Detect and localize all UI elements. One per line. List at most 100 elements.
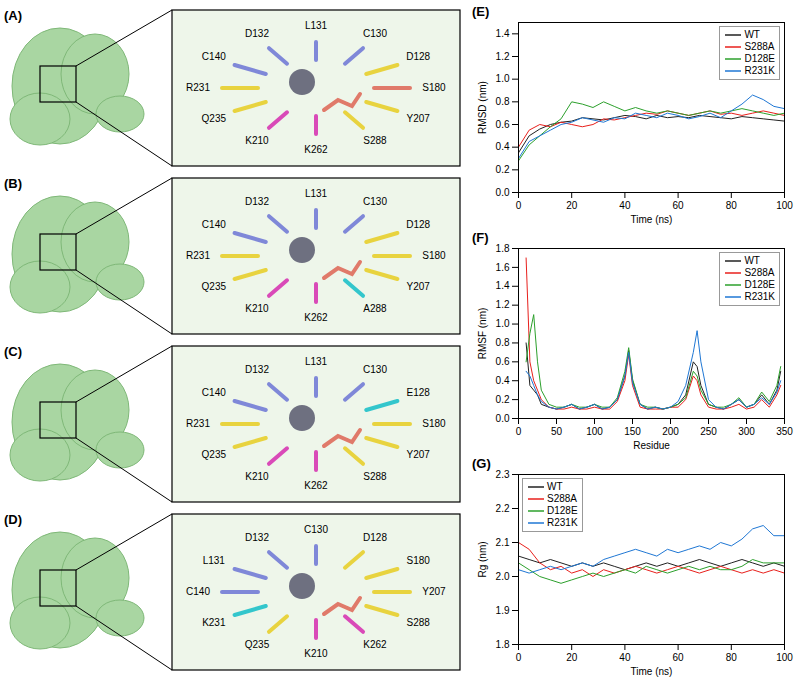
svg-text:20: 20 [566,200,578,211]
svg-text:80: 80 [726,200,738,211]
svg-text:K262: K262 [304,312,328,323]
svg-text:C130: C130 [304,524,328,535]
svg-text:0.2: 0.2 [496,394,510,405]
svg-text:K210: K210 [245,471,269,482]
svg-text:C140: C140 [202,51,226,62]
svg-text:(D): (D) [4,512,22,527]
svg-text:0.0: 0.0 [496,413,510,424]
svg-text:D128: D128 [406,219,430,230]
svg-text:50: 50 [551,426,563,437]
svg-text:250: 250 [700,426,717,437]
svg-text:K210: K210 [245,303,269,314]
svg-text:0: 0 [516,426,522,437]
svg-text:0.0: 0.0 [496,187,510,198]
svg-text:L131: L131 [305,20,328,31]
svg-text:K262: K262 [363,639,387,650]
svg-text:D128: D128 [406,51,430,62]
svg-text:K210: K210 [245,135,269,146]
svg-text:100: 100 [776,652,793,663]
svg-text:2.1: 2.1 [496,537,510,548]
svg-text:60: 60 [673,200,685,211]
svg-text:1.6: 1.6 [496,262,510,273]
svg-text:S288: S288 [407,617,431,628]
svg-text:RMSD (nm): RMSD (nm) [477,81,488,134]
svg-text:0.4: 0.4 [496,375,510,386]
svg-text:Q235: Q235 [202,281,227,292]
svg-text:D132: D132 [245,196,269,207]
svg-text:1.8: 1.8 [496,243,510,254]
svg-text:A288: A288 [363,303,387,314]
svg-text:(C): (C) [4,344,22,359]
svg-text:350: 350 [776,426,793,437]
svg-text:2.3: 2.3 [496,469,510,480]
svg-text:R231: R231 [186,250,210,261]
svg-text:(A): (A) [4,8,22,23]
svg-text:0: 0 [516,652,522,663]
svg-text:1.0: 1.0 [496,318,510,329]
svg-text:RMSF (nm): RMSF (nm) [477,308,488,360]
svg-text:L131: L131 [203,555,226,566]
svg-text:E128: E128 [407,387,431,398]
svg-text:K210: K210 [304,648,328,659]
svg-text:Residue: Residue [633,440,670,451]
svg-text:S288: S288 [363,135,387,146]
svg-text:40: 40 [619,652,631,663]
svg-text:100: 100 [776,200,793,211]
svg-text:Y207: Y207 [407,449,431,460]
svg-text:20: 20 [566,652,578,663]
svg-text:100: 100 [586,426,603,437]
svg-text:S180: S180 [422,250,446,261]
svg-text:D132: D132 [245,28,269,39]
svg-text:Q235: Q235 [202,449,227,460]
svg-text:1.4: 1.4 [496,28,510,39]
svg-text:0.6: 0.6 [496,119,510,130]
svg-text:0.2: 0.2 [496,164,510,175]
svg-text:D132: D132 [245,364,269,375]
svg-text:1.9: 1.9 [496,605,510,616]
svg-text:0: 0 [516,200,522,211]
svg-text:300: 300 [738,426,755,437]
svg-text:C130: C130 [363,196,387,207]
svg-text:200: 200 [662,426,679,437]
svg-text:40: 40 [619,200,631,211]
svg-text:C130: C130 [363,28,387,39]
svg-text:1.2: 1.2 [496,51,510,62]
svg-text:K262: K262 [304,144,328,155]
svg-text:2.0: 2.0 [496,571,510,582]
svg-text:S180: S180 [422,418,446,429]
svg-text:L131: L131 [305,356,328,367]
svg-text:C140: C140 [186,586,210,597]
svg-text:Time (ns): Time (ns) [631,214,673,225]
svg-text:1.2: 1.2 [496,299,510,310]
svg-text:S288: S288 [363,471,387,482]
svg-text:Q235: Q235 [202,113,227,124]
svg-text:0.8: 0.8 [496,96,510,107]
svg-text:Y207: Y207 [422,586,446,597]
svg-text:K262: K262 [304,480,328,491]
svg-text:R231: R231 [186,418,210,429]
svg-text:R231: R231 [186,82,210,93]
svg-text:C130: C130 [363,364,387,375]
svg-text:K231: K231 [202,617,226,628]
svg-text:2.2: 2.2 [496,503,510,514]
svg-text:0.8: 0.8 [496,337,510,348]
svg-text:150: 150 [624,426,641,437]
svg-text:S180: S180 [407,555,431,566]
svg-text:1.0: 1.0 [496,73,510,84]
svg-text:D128: D128 [363,532,387,543]
svg-text:Y207: Y207 [407,113,431,124]
svg-text:1.4: 1.4 [496,280,510,291]
svg-text:S180: S180 [422,82,446,93]
svg-text:Rg (nm): Rg (nm) [477,541,488,577]
svg-text:(B): (B) [4,176,22,191]
svg-text:D132: D132 [245,532,269,543]
svg-text:C140: C140 [202,219,226,230]
svg-text:Y207: Y207 [407,281,431,292]
svg-text:Q235: Q235 [245,639,270,650]
svg-text:0.6: 0.6 [496,356,510,367]
svg-text:C140: C140 [202,387,226,398]
svg-text:60: 60 [673,652,685,663]
svg-text:Time (ns): Time (ns) [631,666,673,677]
svg-text:L131: L131 [305,188,328,199]
svg-text:1.8: 1.8 [496,639,510,650]
